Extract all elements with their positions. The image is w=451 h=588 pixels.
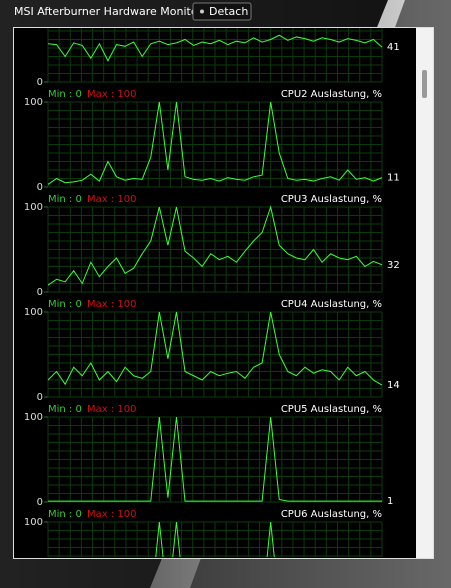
detach-icon — [200, 9, 204, 14]
current-value: 14 — [387, 380, 400, 391]
graph-name: CPU5 Auslastung, % — [281, 404, 382, 415]
graph-panel: 0 100 Min : 0 Max : 100 CPU4 Auslastung, % 14 — [24, 299, 400, 403]
max-label: Max : 100 — [87, 404, 137, 415]
usage-line — [47, 311, 383, 386]
graph-panel: 0 100 Min : 0 Max : 100 CPU3 Auslastung, % 32 — [24, 194, 400, 298]
detach-label[interactable]: Detach — [209, 5, 248, 18]
min-label: Min : 0 — [48, 89, 82, 100]
graph-name: CPU4 Auslastung, % — [281, 299, 382, 310]
max-label: Max : 100 — [87, 299, 137, 310]
graph-name: CPU2 Auslastung, % — [281, 89, 382, 100]
usage-line — [47, 34, 383, 62]
graph-name: CPU3 Auslastung, % — [281, 194, 382, 205]
min-label: Min : 0 — [48, 194, 82, 205]
usage-line — [47, 101, 383, 185]
graph-name: CPU6 Auslastung, % — [281, 509, 382, 520]
y-tick-label: 0 — [37, 287, 43, 298]
min-label: Min : 0 — [48, 404, 82, 415]
y-tick-label: 0 — [37, 77, 43, 88]
y-tick-label: 100 — [24, 97, 43, 108]
scrollbar[interactable] — [416, 28, 433, 558]
usage-line — [47, 205, 383, 286]
detach-button[interactable] — [192, 2, 252, 21]
current-value: 11 — [387, 173, 400, 184]
usage-line — [48, 416, 382, 502]
y-tick-label: 0 — [37, 392, 43, 403]
current-value: 41 — [387, 42, 400, 53]
min-label: Min : 0 — [48, 299, 82, 310]
max-label: Max : 100 — [87, 509, 137, 520]
y-tick-label: 0 — [37, 497, 43, 508]
max-label: Max : 100 — [87, 89, 137, 100]
window-title: MSI Afterburner Hardware Monitor — [14, 5, 203, 18]
y-tick-label: 100 — [24, 412, 43, 423]
graph-area — [13, 27, 434, 559]
y-tick-label: 100 — [24, 202, 43, 213]
graph-panel: 0 100 Min : 0 Max : 100 CPU5 Auslastung, % 1 — [24, 404, 393, 508]
y-tick-label: 0 — [37, 182, 43, 193]
graph-panel: 0 41 — [37, 28, 400, 88]
graph-panel: 0 100 Min : 0 Max : 100 CPU2 Auslastung, % 11 — [24, 89, 400, 193]
current-value: 32 — [387, 260, 400, 271]
graph-panel: 100 Min : 0 Max : 100 CPU6 Auslastung, % — [24, 509, 383, 557]
min-label: Min : 0 — [48, 509, 82, 520]
scrollbar-thumb[interactable] — [422, 70, 427, 98]
y-tick-label: 100 — [24, 307, 43, 318]
y-tick-label: 100 — [24, 517, 43, 528]
max-label: Max : 100 — [87, 194, 137, 205]
current-value: 1 — [387, 496, 393, 507]
